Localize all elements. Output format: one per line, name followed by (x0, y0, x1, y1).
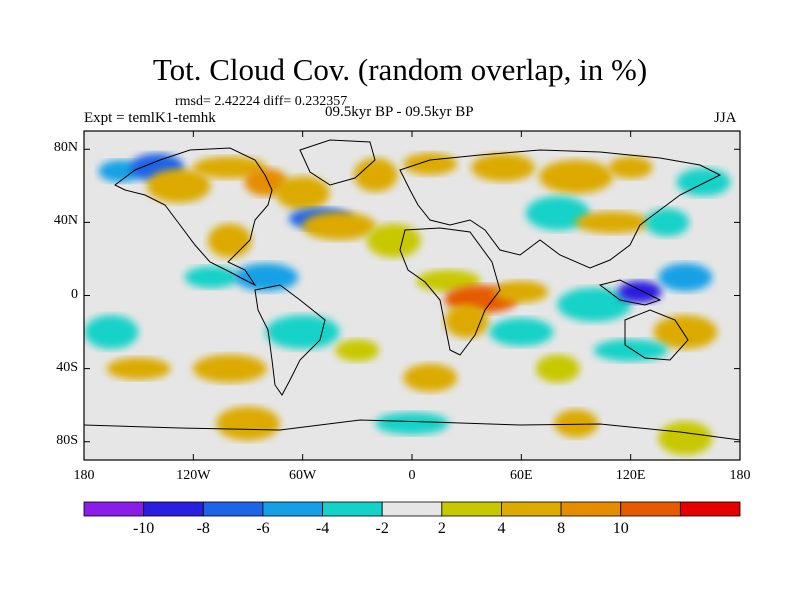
coastline-australia (624, 309, 689, 361)
coastline-antarctica (84, 419, 740, 441)
anomaly-blob (265, 315, 340, 350)
anomaly-blob (184, 266, 239, 289)
x-tick-label: 60W (289, 468, 317, 483)
colorbar-label: -8 (196, 520, 210, 537)
colorbar-label: -2 (375, 520, 389, 537)
anomaly-blob (275, 176, 330, 211)
anomaly-blob (106, 357, 171, 380)
colorbar-label: -6 (256, 520, 270, 537)
anomaly-blob (617, 280, 662, 303)
anomaly-blob (234, 263, 299, 292)
anomaly-blob (192, 354, 267, 383)
anomaly-blob (84, 315, 139, 350)
colorbar (83, 501, 741, 517)
x-tick-label: 180 (73, 468, 95, 483)
anomaly-blob (403, 363, 458, 392)
coastline-north-america (114, 147, 273, 287)
colorbar-label: 10 (612, 520, 629, 537)
anomaly-blob (335, 339, 380, 362)
anomaly-blob (557, 287, 632, 322)
anomaly-blob (653, 315, 718, 350)
anomaly-blob (192, 156, 267, 179)
anomaly-blob (575, 211, 650, 234)
x-tick-label: 0 (408, 468, 416, 483)
anomaly-blob (489, 318, 554, 347)
anomaly-blob (353, 157, 398, 192)
anomaly-blob (444, 304, 489, 339)
coastlines (84, 139, 740, 441)
y-tick-label: 80S (56, 432, 78, 448)
colorbar-swatch (262, 501, 323, 517)
colorbar-label: 4 (497, 520, 506, 537)
anomaly-blob (207, 223, 252, 258)
colorbar-label: -10 (132, 520, 155, 537)
anomaly-blob (539, 159, 613, 194)
colorbar-label: 8 (557, 520, 566, 537)
colorbar-swatch (143, 501, 204, 517)
y-tick-label: 0 (71, 286, 78, 302)
colorbar-swatch (381, 501, 443, 517)
x-tick-label: 120W (176, 468, 211, 483)
anomaly-blob (554, 409, 598, 438)
y-tick-label: 40S (56, 359, 78, 375)
anomaly-blob (658, 263, 713, 292)
y-tick-label: 80N (53, 140, 78, 156)
anomaly-blob (416, 269, 481, 292)
anomaly-blob (645, 208, 690, 237)
colorbar-swatch (322, 501, 383, 517)
anomaly-blob (366, 223, 421, 258)
x-tick-label: 60E (510, 468, 533, 483)
anomaly-blob (593, 339, 668, 362)
anomaly-blob (302, 212, 377, 241)
anomaly-layer (84, 152, 731, 456)
anomaly-blob (403, 152, 458, 175)
x-tick-label: 180 (729, 468, 751, 483)
colorbar-swatch (83, 501, 145, 517)
anomaly-blob (676, 168, 731, 197)
colorbar-swatch (501, 501, 562, 517)
anomaly-blob (658, 421, 713, 456)
period-label: 09.5kyr BP - 09.5kyr BP (325, 104, 474, 120)
anomaly-blob (375, 412, 449, 435)
anomaly-blob (216, 406, 280, 441)
x-tick-label: 120E (615, 468, 646, 483)
coastline-africa (399, 227, 501, 356)
colorbar-swatch (620, 501, 681, 517)
anomaly-blob (525, 196, 590, 231)
stats-text: rmsd= 2.42224 diff= 0.232357 (175, 94, 348, 109)
y-tick-label: 40N (53, 213, 78, 229)
experiment-label: Expt = temlK1-temhk (84, 110, 216, 126)
colorbar-label: 2 (437, 520, 446, 537)
map-title: Tot. Cloud Cov. (random overlap, in %) (152, 52, 648, 87)
anomaly-blob (494, 280, 549, 303)
coastline-south-america (254, 284, 326, 396)
anomaly-blob (535, 354, 580, 383)
colorbar-swatch (679, 501, 741, 517)
colorbar-swatch (560, 501, 622, 517)
coastline-greenland (299, 139, 376, 186)
colorbar-swatch (441, 501, 502, 517)
season-label: JJA (714, 110, 737, 126)
anomaly-blob (471, 153, 536, 182)
colorbar-swatch (202, 501, 264, 517)
coastline-eurasia (399, 149, 722, 269)
colorbar-label: -4 (315, 520, 330, 537)
anomaly-blob (608, 156, 653, 179)
coastline-indonesia (598, 279, 662, 306)
tick-marks (83, 131, 741, 460)
anomaly-blob (146, 168, 211, 203)
